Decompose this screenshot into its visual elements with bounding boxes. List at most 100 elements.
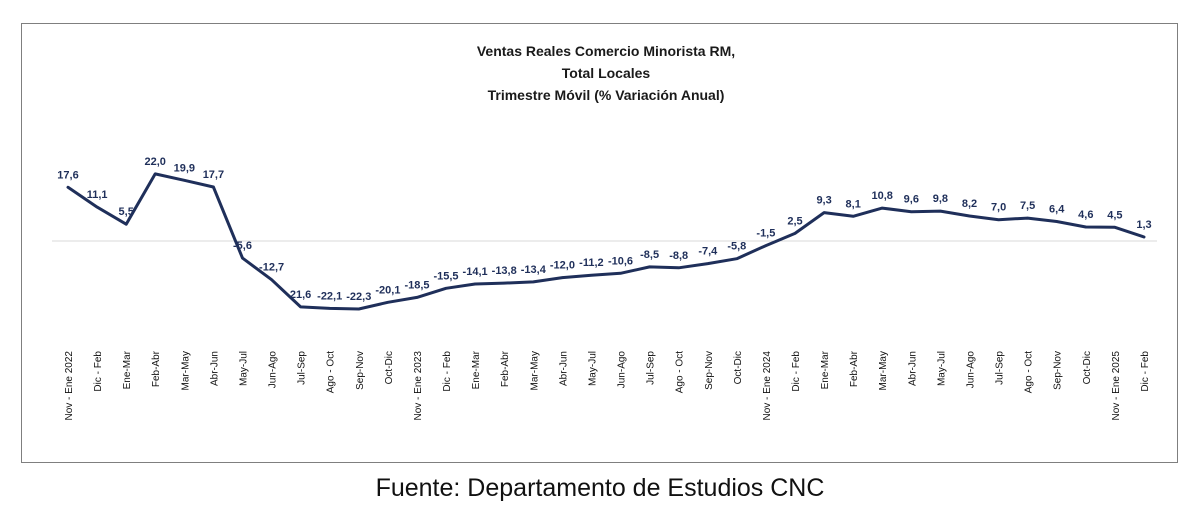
x-tick-label: Abr-Jun: [558, 351, 569, 386]
data-point: [386, 301, 390, 304]
x-tick-label: Ago - Oct: [326, 351, 337, 393]
data-label: -8,8: [669, 250, 688, 262]
x-tick-label: Jun-Ago: [617, 351, 628, 389]
x-tick-label: Dic - Feb: [93, 351, 104, 392]
data-label: -10,6: [608, 255, 633, 267]
x-tick-label: May-Jul: [936, 351, 947, 386]
x-tick-label: Ago - Oct: [675, 351, 686, 393]
x-tick-label: Dic - Feb: [442, 351, 453, 392]
data-point: [1026, 216, 1029, 220]
data-label: 17,7: [203, 169, 224, 181]
data-point: [590, 274, 593, 277]
data-label: 17,6: [57, 169, 78, 181]
data-point: [881, 206, 884, 210]
x-tick-label: Nov - Ene 2024: [762, 351, 773, 421]
source-note: Fuente: Departamento de Estudios CNC: [375, 474, 825, 502]
data-point: [619, 272, 622, 275]
data-point: [357, 307, 360, 311]
data-label: -15,5: [433, 270, 458, 282]
data-label: 9,3: [816, 195, 831, 207]
x-tick-label: Oct-Dic: [1082, 351, 1093, 384]
data-labels: 17,6 11,1 5,5 22,0 19,9 17,7 -5,6 -12,7 21,6 -22,…: [57, 156, 1152, 311]
data-label: -12,0: [550, 260, 575, 272]
data-label: 7,0: [991, 202, 1006, 214]
chart-title-line-2: Total Locales: [562, 65, 651, 81]
data-label: 5,5: [119, 206, 134, 218]
x-tick-label: Ene-Mar: [122, 350, 133, 389]
x-axis-tick-labels: Nov - Ene 2022 Dic - Feb Ene-Mar Feb-Abr Mar…: [64, 350, 1151, 420]
x-tick-label: Nov - Ene 2023: [413, 351, 424, 421]
x-tick-label: Nov - Ene 2025: [1111, 351, 1122, 421]
data-label: 4,6: [1078, 209, 1093, 221]
data-point: [125, 223, 128, 226]
data-label: 22,0: [144, 156, 165, 168]
x-tick-label: Feb-Abr: [151, 350, 162, 387]
x-tick-label: Jul-Sep: [995, 351, 1006, 385]
data-point: [852, 215, 855, 218]
data-point: [677, 266, 680, 269]
x-tick-label: Feb-Abr: [500, 350, 511, 387]
data-point: [735, 257, 738, 260]
data-label: 7,5: [1020, 200, 1035, 212]
data-label: 19,9: [174, 162, 195, 174]
x-tick-label: Sep-Nov: [1053, 351, 1064, 390]
x-tick-label: May-Jul: [239, 351, 250, 386]
x-tick-label: Dic - Feb: [1140, 351, 1151, 392]
data-point: [1055, 220, 1058, 223]
data-point: [444, 287, 448, 290]
data-point: [648, 265, 651, 269]
data-point: [503, 281, 506, 285]
data-point: [561, 276, 564, 279]
data-label: 2,5: [787, 215, 802, 227]
data-point: [241, 256, 244, 260]
data-label: 21,6: [290, 289, 311, 301]
x-tick-label: May-Jul: [587, 351, 598, 386]
x-tick-label: Abr-Jun: [907, 351, 918, 386]
x-tick-label: Dic - Feb: [791, 351, 802, 392]
data-label: -8,5: [640, 249, 659, 261]
data-point: [793, 232, 797, 235]
x-tick-label: Abr-Jun: [209, 351, 220, 386]
x-tick-label: Jun-Ago: [966, 351, 977, 389]
data-point: [764, 244, 768, 247]
data-point: [1142, 235, 1146, 239]
data-point: [415, 296, 419, 299]
x-tick-label: Mar-May: [878, 351, 889, 390]
series-line: [66, 172, 1146, 311]
data-point: [910, 210, 913, 213]
data-point: [532, 280, 535, 284]
chart-frame: Ventas Reales Comercio Minorista RM, Tot…: [21, 23, 1178, 463]
data-label: -5,8: [727, 241, 746, 253]
data-point: [822, 211, 826, 214]
data-label: 6,4: [1049, 204, 1065, 216]
data-label: -1,5: [756, 228, 775, 240]
x-tick-label: Nov - Ene 2022: [64, 351, 75, 421]
chart-title-line-1: Ventas Reales Comercio Minorista RM,: [477, 43, 735, 59]
data-label: -12,7: [259, 262, 284, 274]
x-tick-label: Mar-May: [180, 351, 191, 390]
x-tick-label: Oct-Dic: [384, 351, 395, 384]
data-point: [95, 205, 99, 209]
data-label: -13,4: [521, 264, 547, 276]
data-point: [706, 262, 709, 265]
data-label: 9,6: [904, 194, 919, 206]
data-label: -11,2: [579, 257, 603, 269]
data-label: -14,1: [463, 266, 488, 278]
line-chart: Ventas Reales Comercio Minorista RM, Tot…: [52, 43, 1157, 421]
data-point: [299, 305, 302, 309]
x-tick-label: Jul-Sep: [297, 351, 308, 385]
data-point: [473, 282, 477, 286]
data-label: 1,3: [1136, 219, 1151, 231]
data-point: [212, 185, 215, 189]
x-tick-label: Oct-Dic: [733, 351, 744, 384]
data-label: -13,8: [492, 265, 517, 277]
x-tick-label: Jul-Sep: [646, 351, 657, 385]
x-tick-label: Feb-Abr: [849, 350, 860, 387]
x-tick-label: Sep-Nov: [355, 351, 366, 390]
data-point: [1113, 226, 1117, 229]
x-tick-label: Ene-Mar: [471, 350, 482, 389]
data-label: 10,8: [871, 190, 892, 202]
x-tick-label: Ago - Oct: [1024, 351, 1035, 393]
data-label: 11,1: [87, 189, 108, 201]
data-label: 8,1: [846, 198, 861, 210]
